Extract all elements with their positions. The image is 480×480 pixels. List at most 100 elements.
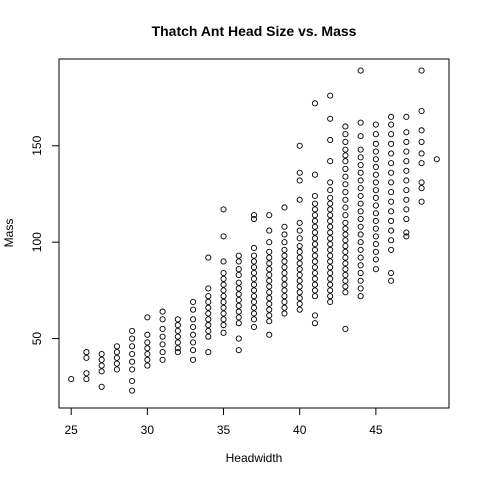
- data-point: [266, 212, 273, 219]
- data-point: [311, 100, 318, 107]
- data-point: [342, 237, 349, 244]
- data-point: [418, 185, 425, 192]
- data-point: [311, 246, 318, 253]
- data-point: [205, 316, 212, 323]
- data-point: [372, 140, 379, 147]
- data-point: [311, 252, 318, 259]
- data-point: [388, 208, 395, 215]
- data-point: [174, 333, 181, 340]
- data-point: [266, 295, 273, 302]
- data-point: [357, 146, 364, 153]
- data-point: [342, 231, 349, 238]
- data-point: [342, 283, 349, 290]
- data-point: [327, 217, 334, 225]
- data-point: [98, 368, 105, 375]
- data-point: [113, 360, 120, 367]
- data-point: [311, 171, 318, 178]
- data-point: [205, 333, 212, 340]
- data-point: [357, 231, 364, 238]
- data-point: [266, 312, 273, 319]
- data-point: [311, 312, 318, 319]
- data-point: [235, 258, 242, 265]
- data-point: [296, 254, 303, 261]
- data-point: [327, 264, 334, 271]
- data-point: [129, 387, 136, 394]
- data-point: [159, 341, 166, 348]
- data-point: [342, 138, 349, 145]
- data-point: [174, 322, 181, 329]
- data-point: [311, 281, 318, 288]
- data-point: [296, 177, 303, 184]
- data-point: [281, 204, 288, 211]
- y-axis-ticks: 50 100 150: [30, 135, 59, 345]
- data-point: [357, 133, 364, 140]
- data-point: [357, 269, 364, 277]
- data-point: [220, 258, 227, 265]
- data-point: [311, 320, 318, 327]
- data-point: [83, 354, 90, 361]
- data-point: [327, 298, 334, 306]
- data-point: [342, 188, 349, 196]
- data-point: [418, 198, 425, 205]
- data-point: [250, 298, 258, 306]
- data-point: [372, 194, 379, 201]
- data-point: [372, 241, 379, 248]
- data-point: [311, 235, 318, 242]
- data-point: [296, 266, 303, 273]
- data-point: [266, 277, 273, 284]
- data-point: [235, 296, 242, 304]
- data-point: [342, 204, 349, 211]
- data-point: [418, 108, 425, 115]
- data-point: [296, 227, 303, 234]
- data-point: [357, 185, 364, 192]
- data-point: [327, 115, 334, 122]
- data-point: [342, 325, 349, 332]
- data-point: [144, 345, 151, 352]
- data-point: [342, 146, 349, 153]
- data-point: [190, 298, 197, 306]
- data-point: [281, 298, 288, 306]
- data-point: [205, 304, 212, 311]
- data-point: [388, 237, 395, 244]
- data-point: [357, 119, 364, 126]
- data-point: [357, 262, 364, 269]
- data-point: [388, 188, 395, 196]
- data-point: [372, 187, 379, 194]
- data-point: [357, 177, 364, 184]
- data-point: [327, 136, 334, 144]
- data-point: [129, 335, 136, 342]
- data-point: [418, 127, 425, 134]
- data-point: [311, 287, 318, 294]
- data-point: [388, 169, 395, 176]
- data-point: [403, 215, 410, 223]
- data-point: [235, 302, 242, 309]
- data-point: [250, 304, 258, 311]
- data-point: [296, 283, 303, 290]
- data-point: [357, 200, 364, 207]
- data-point: [281, 264, 288, 271]
- data-point: [159, 325, 166, 332]
- data-point: [296, 260, 303, 267]
- data-point: [266, 260, 273, 267]
- data-point: [342, 152, 349, 159]
- data-point: [159, 356, 166, 363]
- data-point: [357, 277, 364, 284]
- y-tick-label: 150: [30, 135, 44, 155]
- data-point: [220, 293, 227, 300]
- data-point: [250, 310, 258, 317]
- data-point: [403, 113, 410, 120]
- data-point: [281, 231, 288, 238]
- data-point: [388, 277, 395, 284]
- data-point: [296, 196, 303, 203]
- data-point: [357, 161, 364, 169]
- data-point: [296, 235, 303, 242]
- data-point: [311, 275, 318, 282]
- data-point: [220, 287, 227, 294]
- data-point: [388, 150, 395, 157]
- data-point: [327, 281, 334, 288]
- data-point: [296, 169, 303, 176]
- data-point: [281, 269, 288, 277]
- chart-title: Thatch Ant Head Size vs. Mass: [152, 23, 357, 39]
- data-point: [205, 285, 212, 292]
- data-point: [388, 227, 395, 234]
